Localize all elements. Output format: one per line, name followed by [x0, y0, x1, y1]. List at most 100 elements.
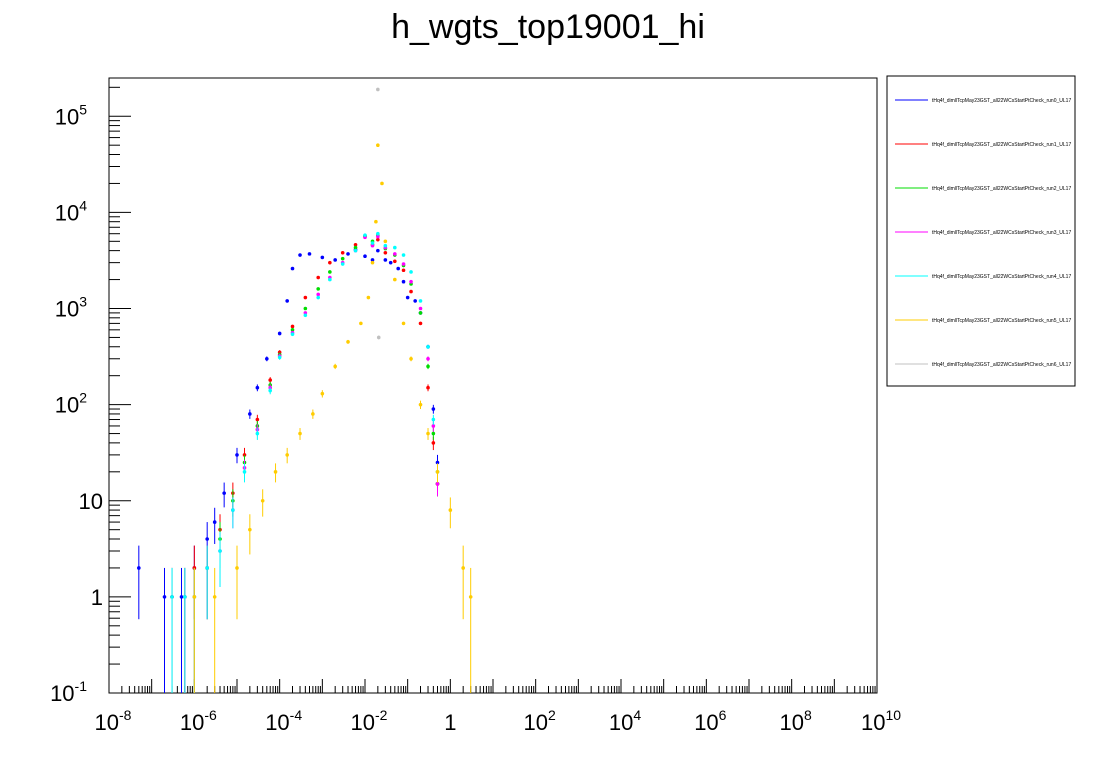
data-point [418, 321, 423, 326]
data-point [353, 242, 358, 247]
data-point [265, 356, 269, 361]
data-point [333, 258, 337, 262]
data-point [320, 391, 325, 396]
series-6 [376, 87, 381, 340]
data-point [363, 254, 367, 259]
data-point [303, 306, 308, 311]
data-point [255, 417, 260, 422]
data-point [290, 328, 295, 332]
data-point [285, 299, 289, 303]
data-point [316, 292, 320, 297]
data-point [383, 243, 388, 248]
data-point [285, 453, 289, 457]
x-axis-tick-label: 108 [780, 707, 812, 735]
data-point [426, 344, 430, 349]
chart-title: h_wgts_top19001_hi [391, 8, 705, 46]
legend: tHq4f_dimllTcpMay23GST_all22WCsStartPtCh… [886, 75, 1076, 387]
data-point [409, 289, 413, 294]
data-point [393, 277, 397, 282]
data-point [353, 248, 358, 253]
data-point [388, 260, 393, 265]
data-point [383, 250, 388, 255]
series-4 [170, 231, 440, 693]
data-point [162, 595, 167, 599]
data-point [328, 270, 332, 274]
data-point [183, 595, 187, 599]
data-point [316, 287, 320, 291]
data-point [303, 313, 308, 318]
data-point [401, 268, 406, 273]
data-point [248, 412, 252, 416]
series-2 [170, 233, 440, 693]
data-point [426, 356, 430, 361]
data-point [298, 253, 302, 257]
data-point [192, 595, 197, 599]
legend-entry-label: tHq4f_dimllTcpMay23GST_all22WCsStartPtCh… [932, 230, 1071, 236]
data-point [380, 181, 384, 186]
data-point [212, 520, 217, 524]
data-point [376, 234, 380, 239]
data-point [393, 259, 397, 264]
data-point [346, 252, 350, 256]
y-axis-tick-labels: 10-1 1 10 102 103 104 105 [50, 101, 103, 706]
data-point [426, 385, 430, 390]
data-point [212, 595, 217, 599]
data-point [366, 295, 371, 300]
y-axis-tick-label: 10-1 [50, 678, 87, 706]
x-axis-tick-label: 10-8 [95, 707, 132, 735]
data-point [268, 388, 273, 393]
data-point [307, 252, 312, 256]
legend-entry-label: tHq4f_dimllTcpMay23GST_all22WCsStartPtCh… [932, 98, 1071, 104]
data-point [376, 231, 380, 236]
data-point [255, 431, 260, 436]
data-point [273, 470, 278, 474]
data-point [231, 508, 235, 512]
data-point [418, 299, 423, 303]
data-point [431, 417, 436, 422]
x-axis-tick-labels: 10-8 10-6 10-4 10-2 1 102 104 106 108 1010 [95, 707, 902, 735]
x-axis-tick-label: 10-2 [351, 707, 388, 735]
data-point [370, 243, 375, 248]
data-point [370, 241, 375, 245]
data-point [401, 262, 406, 266]
data-point [468, 595, 473, 599]
data-point [370, 260, 375, 265]
series-0 [137, 247, 440, 693]
data-point [311, 412, 315, 416]
data-point [431, 441, 436, 445]
data-point [418, 402, 423, 407]
data-point [374, 219, 378, 224]
data-point [370, 258, 375, 262]
data-point [277, 355, 282, 360]
axis-ticks [108, 86, 878, 694]
legend-entry-label: tHq4f_dimllTcpMay23GST_all22WCsStartPtCh… [932, 142, 1071, 148]
data-point [396, 266, 401, 271]
legend-entry-label: tHq4f_dimllTcpMay23GST_all22WCsStartPtCh… [932, 274, 1071, 280]
data-point [383, 239, 388, 244]
series-3 [170, 234, 440, 693]
y-axis-tick-label: 104 [55, 197, 87, 225]
data-point [298, 431, 302, 436]
x-axis-tick-label: 10-4 [265, 707, 302, 735]
data-point [137, 566, 141, 570]
data-point [431, 431, 436, 436]
data-point [363, 233, 367, 237]
data-point [409, 279, 413, 284]
legend-entry-label: tHq4f_dimllTcpMay23GST_all22WCsStartPtCh… [932, 318, 1071, 324]
y-axis-tick-label: 103 [55, 294, 87, 322]
data-point [205, 537, 209, 541]
data-point [405, 295, 410, 300]
data-point [431, 407, 436, 411]
data-point [401, 253, 406, 257]
data-point [242, 470, 247, 474]
data-point [290, 332, 295, 337]
data-point [235, 566, 239, 570]
data-point [170, 595, 174, 599]
x-axis-tick-label: 102 [524, 707, 556, 735]
x-axis-tick-label: 106 [694, 707, 726, 735]
data-point [260, 498, 265, 503]
data-point [376, 87, 380, 92]
data-point [376, 143, 380, 147]
series-1 [170, 234, 440, 693]
